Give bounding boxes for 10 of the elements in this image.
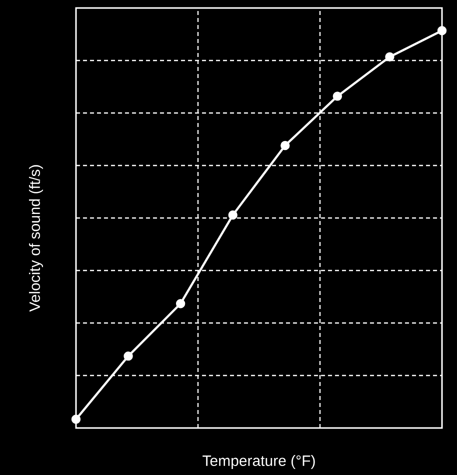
point (124, 351, 133, 361)
point (332, 92, 342, 101)
point (176, 299, 186, 308)
y-axis-title: Velocity of sound (ft/s) (29, 165, 43, 312)
point (280, 140, 290, 150)
point (385, 52, 394, 62)
point (228, 210, 238, 220)
x-axis-title: Temperature (°F) (202, 454, 315, 469)
point (437, 26, 447, 36)
point (71, 414, 81, 424)
